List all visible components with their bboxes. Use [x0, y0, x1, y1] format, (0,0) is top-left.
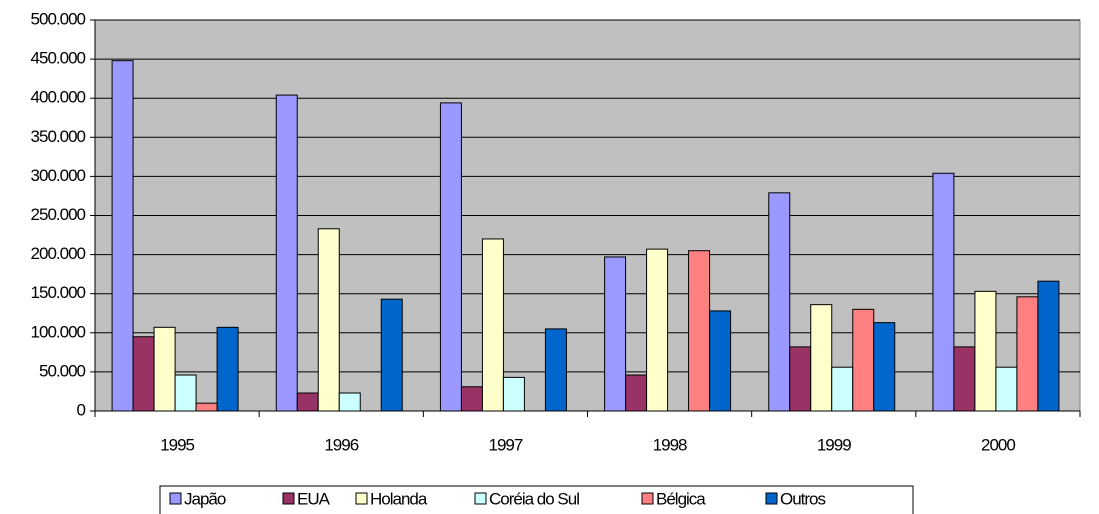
bar: [195, 402, 218, 412]
bar: [460, 386, 483, 412]
y-tick-label: 500.000: [31, 9, 86, 28]
bar: [153, 326, 176, 412]
bar: [831, 366, 854, 412]
bar: [174, 374, 197, 412]
legend-swatch: [282, 492, 295, 505]
legend-label: Bélgica: [656, 489, 706, 508]
legend-label: Outros: [780, 489, 826, 508]
legend-swatch: [169, 492, 182, 505]
y-tick-label: 50.000: [39, 361, 86, 380]
bar: [709, 310, 732, 412]
y-tick-label: 250.000: [31, 205, 86, 224]
bar: [852, 308, 875, 412]
legend-box: [159, 485, 914, 514]
bar: [317, 228, 340, 412]
bar: [789, 346, 812, 412]
legend-swatch: [765, 492, 778, 505]
bar: [502, 376, 525, 412]
bar: [1016, 296, 1039, 412]
bar: [380, 298, 403, 412]
bar: [646, 248, 669, 412]
legend-swatch: [355, 492, 368, 505]
bar: [688, 250, 711, 412]
bar: [296, 392, 319, 412]
bar: [604, 256, 627, 412]
bar: [995, 366, 1018, 412]
bar: [810, 304, 833, 412]
bar: [974, 290, 997, 412]
bar: [338, 392, 361, 412]
bar: [873, 322, 896, 412]
legend-label: Coréia do Sul: [489, 489, 579, 508]
y-tick-label: 100.000: [31, 322, 86, 341]
legend-label: Japão: [184, 489, 226, 508]
legend-swatch: [641, 492, 654, 505]
x-tick-label: 1999: [817, 435, 851, 454]
y-tick-label: 0: [77, 400, 86, 419]
x-tick-label: 1998: [653, 435, 687, 454]
legend-label: EUA: [297, 489, 331, 508]
y-tick-label: 150.000: [31, 283, 86, 302]
bar: [768, 192, 791, 412]
x-tick-label: 2000: [981, 435, 1015, 454]
bar: [216, 326, 239, 412]
bar: [1037, 280, 1060, 412]
legend-label: Holanda: [370, 489, 428, 508]
bar: [275, 94, 298, 412]
legend-swatch: [474, 492, 487, 505]
bar: [953, 346, 976, 412]
y-tick-label: 450.000: [31, 49, 86, 68]
x-tick-label: 1997: [489, 435, 523, 454]
bar: [439, 102, 462, 412]
bar: [932, 172, 955, 412]
y-tick-label: 300.000: [31, 166, 86, 185]
y-tick-label: 400.000: [31, 88, 86, 107]
x-tick-label: 1995: [160, 435, 194, 454]
bar: [481, 238, 504, 412]
bar: [132, 336, 155, 412]
x-tick-label: 1996: [324, 435, 358, 454]
bar: [544, 328, 567, 412]
bar: [625, 374, 648, 412]
y-tick-label: 350.000: [31, 127, 86, 146]
y-tick-label: 200.000: [31, 244, 86, 263]
bar: [111, 60, 134, 412]
